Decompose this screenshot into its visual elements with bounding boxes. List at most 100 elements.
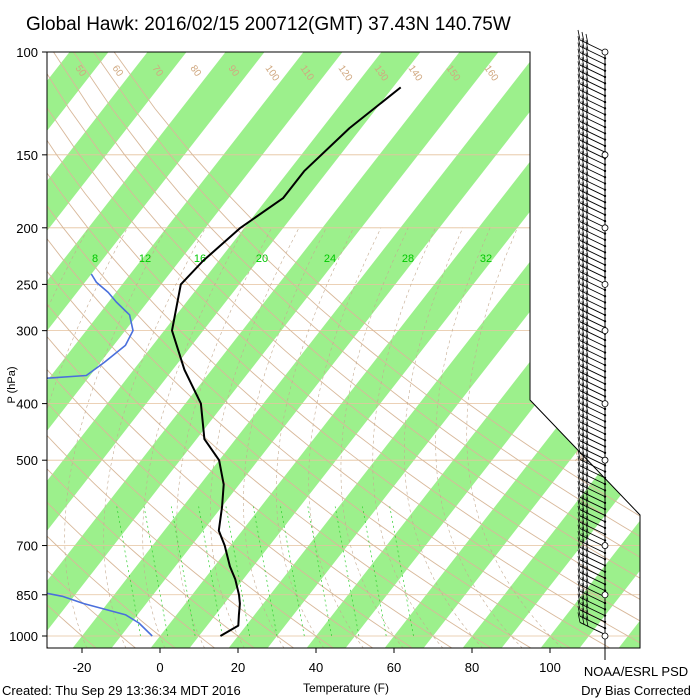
barb-feather xyxy=(585,566,589,577)
barb-feather xyxy=(577,530,581,542)
barb-feather xyxy=(585,603,589,614)
wind-barb xyxy=(577,599,607,624)
barb-feather xyxy=(585,140,589,151)
barb-feather xyxy=(577,581,581,592)
moist-adiabat xyxy=(308,227,382,648)
barb-dot xyxy=(603,357,607,361)
barb-shaft xyxy=(579,164,606,178)
barb-feather xyxy=(585,347,589,358)
y-tick-label: 200 xyxy=(16,221,38,236)
dry-adiabat xyxy=(47,52,493,648)
barb-feather xyxy=(577,361,581,373)
barb-feather xyxy=(581,507,585,519)
barb-feather xyxy=(581,263,585,274)
mixing-ratio-line xyxy=(334,506,360,637)
barb-feather xyxy=(581,201,585,212)
barb-feather xyxy=(581,345,585,356)
barb-shaft xyxy=(579,114,606,128)
barb-dot xyxy=(603,345,607,348)
barb-shaft xyxy=(579,496,606,510)
barb-feather xyxy=(585,415,589,427)
mixing-ratio-label: 20 xyxy=(256,253,268,265)
wind-barb xyxy=(577,480,607,505)
wind-barbs xyxy=(577,29,609,660)
barb-dot xyxy=(603,520,607,523)
barb-feather xyxy=(581,564,585,575)
barb-dot xyxy=(603,608,607,611)
wind-barb xyxy=(577,105,607,129)
barb-feather xyxy=(581,282,585,293)
barb-shaft xyxy=(579,446,606,460)
barb-feather xyxy=(585,553,589,564)
wind-barb xyxy=(577,67,607,91)
barb-feather xyxy=(581,175,585,187)
wind-barb xyxy=(577,418,607,442)
barb-shaft xyxy=(579,196,606,209)
barb-feather xyxy=(577,261,581,272)
barb-dot xyxy=(603,194,607,198)
barb-feather xyxy=(581,438,585,450)
dry-adiabat-label: 80 xyxy=(188,63,204,79)
barb-feather xyxy=(581,608,585,619)
wind-barb xyxy=(577,518,607,542)
barb-feather xyxy=(581,288,585,299)
barb-shaft xyxy=(579,70,606,84)
barb-feather xyxy=(577,549,581,560)
wind-barb xyxy=(577,368,607,392)
barb-shaft xyxy=(579,152,606,166)
barb-feather xyxy=(577,311,581,322)
wind-barb xyxy=(577,48,607,72)
barb-feather xyxy=(585,440,589,452)
barb-feather xyxy=(577,574,581,585)
barb-feather xyxy=(585,184,589,195)
barb-dot xyxy=(603,320,607,323)
barb-station-circle xyxy=(601,280,609,288)
barb-feather xyxy=(577,98,581,109)
barb-feather xyxy=(585,309,589,320)
barb-feather xyxy=(581,576,585,587)
barb-feather xyxy=(577,86,581,97)
barb-shaft xyxy=(579,283,606,297)
wind-barb xyxy=(577,61,607,85)
barb-feather xyxy=(577,399,581,410)
barb-feather xyxy=(581,332,585,343)
y-tick-label: 850 xyxy=(16,588,38,603)
barb-feather xyxy=(581,489,585,500)
barb-shaft xyxy=(579,452,606,466)
moist-adiabat-label: 20 xyxy=(532,180,554,202)
barb-dot xyxy=(603,495,607,498)
barb-shaft xyxy=(579,127,606,141)
barb-shaft xyxy=(579,177,606,191)
barb-feather xyxy=(581,326,585,337)
barb-feather xyxy=(577,343,581,354)
barb-shaft xyxy=(579,371,606,385)
y-tick-label: 700 xyxy=(16,539,38,554)
wind-barb xyxy=(577,424,607,448)
barb-dot xyxy=(603,407,607,411)
barb-shaft xyxy=(579,346,606,360)
barb-feather xyxy=(581,432,585,443)
wind-barb xyxy=(577,411,607,436)
barb-feather xyxy=(581,376,585,387)
barb-shaft xyxy=(579,571,606,585)
moist-adiabat xyxy=(64,227,167,648)
barb-shaft xyxy=(579,559,606,573)
barb-dot xyxy=(603,395,607,398)
barb-dot xyxy=(603,514,607,517)
wind-barb xyxy=(577,92,607,116)
mixing-ratio-line xyxy=(171,506,196,637)
wind-barb xyxy=(577,462,607,486)
barb-feather xyxy=(581,320,585,331)
barb-feather xyxy=(577,349,581,360)
barb-feather xyxy=(577,155,581,166)
wind-barb xyxy=(577,393,607,417)
wind-barb xyxy=(577,512,607,536)
barb-feather xyxy=(577,355,581,366)
dry-adiabat xyxy=(47,52,414,648)
barb-feather xyxy=(581,107,585,118)
barb-feather xyxy=(577,230,581,241)
barb-feather xyxy=(585,334,589,345)
barb-feather xyxy=(577,537,581,548)
dry-adiabat xyxy=(47,52,640,648)
x-axis-label: Temperature (F) xyxy=(303,681,389,695)
